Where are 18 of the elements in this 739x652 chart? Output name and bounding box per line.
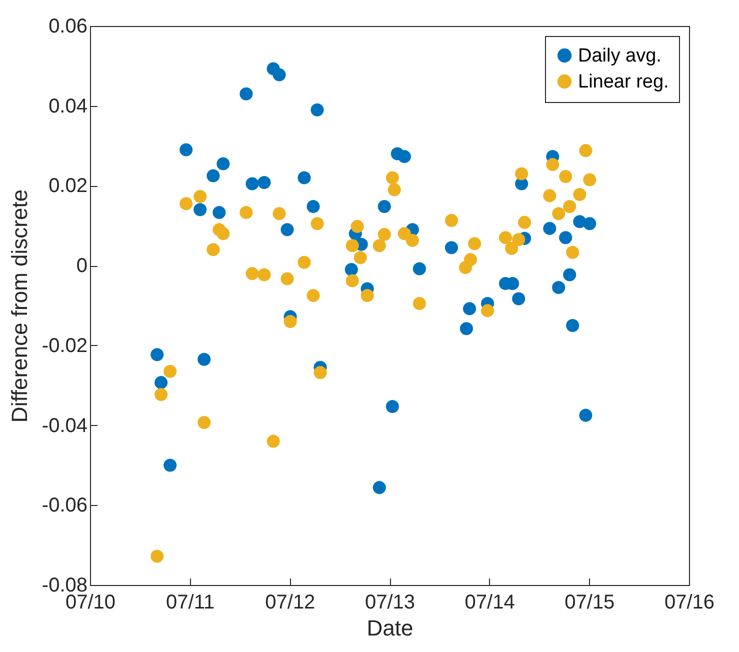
x-axis-title: Date	[366, 616, 414, 640]
legend-label: Daily avg.	[578, 46, 662, 66]
legend-label: Linear reg.	[578, 72, 669, 92]
y-axis-title: Difference from discrete	[6, 189, 32, 423]
x-tick-label: 07/14	[464, 592, 515, 614]
y-tick-label: -0.06	[42, 494, 88, 517]
x-tick-label: 07/12	[265, 592, 316, 614]
y-tick-label: 0.04	[48, 95, 88, 118]
x-tick-label: 07/13	[364, 592, 416, 614]
y-tick-label: 0.06	[48, 16, 88, 38]
y-tick-label: 0.02	[48, 175, 88, 198]
y-tick-label: -0.04	[42, 414, 88, 437]
y-tick-label: -0.02	[42, 334, 88, 357]
x-tick-label: 07/10	[65, 592, 116, 614]
x-tick-label: 07/16	[664, 592, 715, 614]
y-tick-label: 0	[76, 255, 88, 278]
x-tick-label: 07/11	[166, 592, 215, 614]
x-tick-label: 07/15	[564, 592, 615, 614]
